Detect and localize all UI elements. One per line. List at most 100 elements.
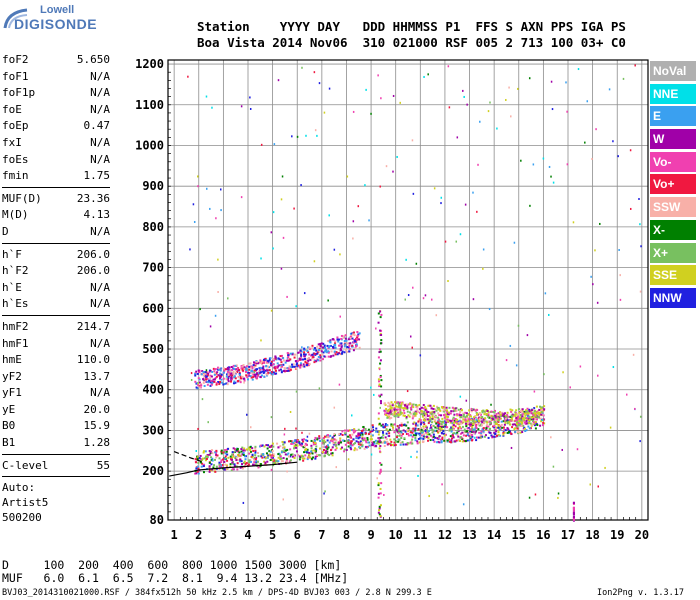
echo-point	[352, 237, 354, 240]
echo-point	[272, 464, 275, 467]
echo-point	[407, 432, 410, 435]
echo-point	[291, 365, 294, 368]
echo-point	[534, 412, 537, 415]
echo-point	[340, 352, 343, 355]
echo-point	[295, 427, 297, 430]
echo-point	[507, 415, 510, 418]
echo-point	[408, 411, 411, 414]
echo-point	[442, 425, 445, 428]
echo-point	[477, 419, 480, 422]
echo-point	[264, 457, 267, 460]
echo-point	[326, 453, 329, 456]
echo-point	[296, 365, 299, 368]
echo-point	[390, 424, 393, 427]
echo-point	[221, 381, 224, 384]
echo-point	[458, 426, 461, 429]
legend-item: NNE	[650, 83, 696, 104]
echo-point	[509, 415, 512, 418]
echo-point	[244, 458, 247, 461]
echo-point	[199, 454, 202, 457]
echo-point	[465, 412, 468, 415]
echo-point	[393, 431, 396, 434]
echo-point	[478, 431, 481, 434]
echo-point	[270, 362, 273, 365]
x-tick-label: 19	[610, 528, 624, 542]
echo-point	[400, 424, 403, 427]
echo-point	[336, 336, 339, 339]
echo-point	[378, 440, 381, 443]
echo-point	[513, 423, 516, 426]
echo-point	[532, 414, 535, 417]
echo-point	[423, 410, 426, 413]
echo-point	[377, 74, 379, 77]
echo-point	[348, 441, 351, 444]
echo-point	[441, 436, 444, 439]
param-row: yE 20.0	[2, 402, 110, 419]
echo-point	[318, 387, 321, 390]
echo-point	[377, 482, 380, 485]
echo-point	[379, 374, 382, 377]
echo-point	[428, 420, 431, 423]
echo-point	[347, 342, 350, 345]
echo-point	[517, 431, 520, 434]
echo-point	[344, 429, 347, 432]
param-value: N/A	[90, 280, 110, 294]
echo-point	[390, 401, 393, 404]
echo-point	[196, 456, 199, 459]
echo-point	[399, 410, 402, 413]
echo-point	[490, 414, 493, 417]
echo-point	[405, 417, 408, 420]
echo-point	[259, 463, 262, 466]
echo-point	[236, 371, 239, 374]
echo-point	[422, 421, 425, 424]
echo-point	[550, 80, 553, 83]
echo-point	[462, 418, 465, 421]
echo-point	[285, 449, 288, 452]
echo-point	[475, 436, 478, 439]
echo-point	[235, 368, 238, 371]
echo-point	[274, 355, 277, 358]
echo-point	[406, 429, 409, 432]
echo-point	[223, 450, 226, 453]
muf-row: MUF 6.0 6.1 6.5 7.2 8.1 9.4 13.2 23.4 [M…	[2, 571, 349, 585]
echo-point	[355, 337, 358, 340]
echo-point	[464, 440, 467, 443]
param-value: 23.36	[76, 191, 110, 205]
echo-point	[419, 354, 422, 357]
echo-point	[482, 430, 485, 433]
echo-point	[318, 435, 321, 438]
echo-point	[468, 439, 471, 442]
echo-point	[495, 426, 498, 429]
echo-point	[541, 411, 544, 414]
echo-point	[400, 437, 403, 440]
echo-point	[639, 290, 642, 293]
echo-point	[525, 412, 528, 415]
echo-point	[310, 444, 313, 447]
echo-point	[379, 316, 382, 319]
echo-point	[230, 372, 233, 375]
echo-point	[304, 439, 307, 442]
echo-point	[346, 175, 349, 178]
legend-item: Vo+	[650, 174, 696, 195]
echo-point	[332, 442, 335, 445]
echo-point	[449, 421, 452, 424]
echo-point	[238, 376, 241, 379]
legend-item: E	[650, 106, 696, 127]
echo-point	[337, 443, 340, 446]
echo-point	[206, 187, 208, 190]
echo-point	[338, 433, 341, 436]
echo-point	[248, 459, 251, 462]
echo-point	[445, 413, 448, 416]
echo-point	[226, 467, 229, 470]
echo-point	[497, 418, 500, 421]
param-value: N/A	[90, 336, 110, 350]
x-tick-label: 16	[536, 528, 550, 542]
echo-point	[497, 424, 500, 427]
echo-point	[286, 470, 288, 473]
echo-point	[194, 458, 197, 461]
echo-point	[411, 139, 414, 142]
echo-point	[378, 394, 381, 397]
echo-point	[251, 456, 254, 459]
echo-point	[395, 400, 398, 403]
echo-point	[416, 406, 419, 409]
